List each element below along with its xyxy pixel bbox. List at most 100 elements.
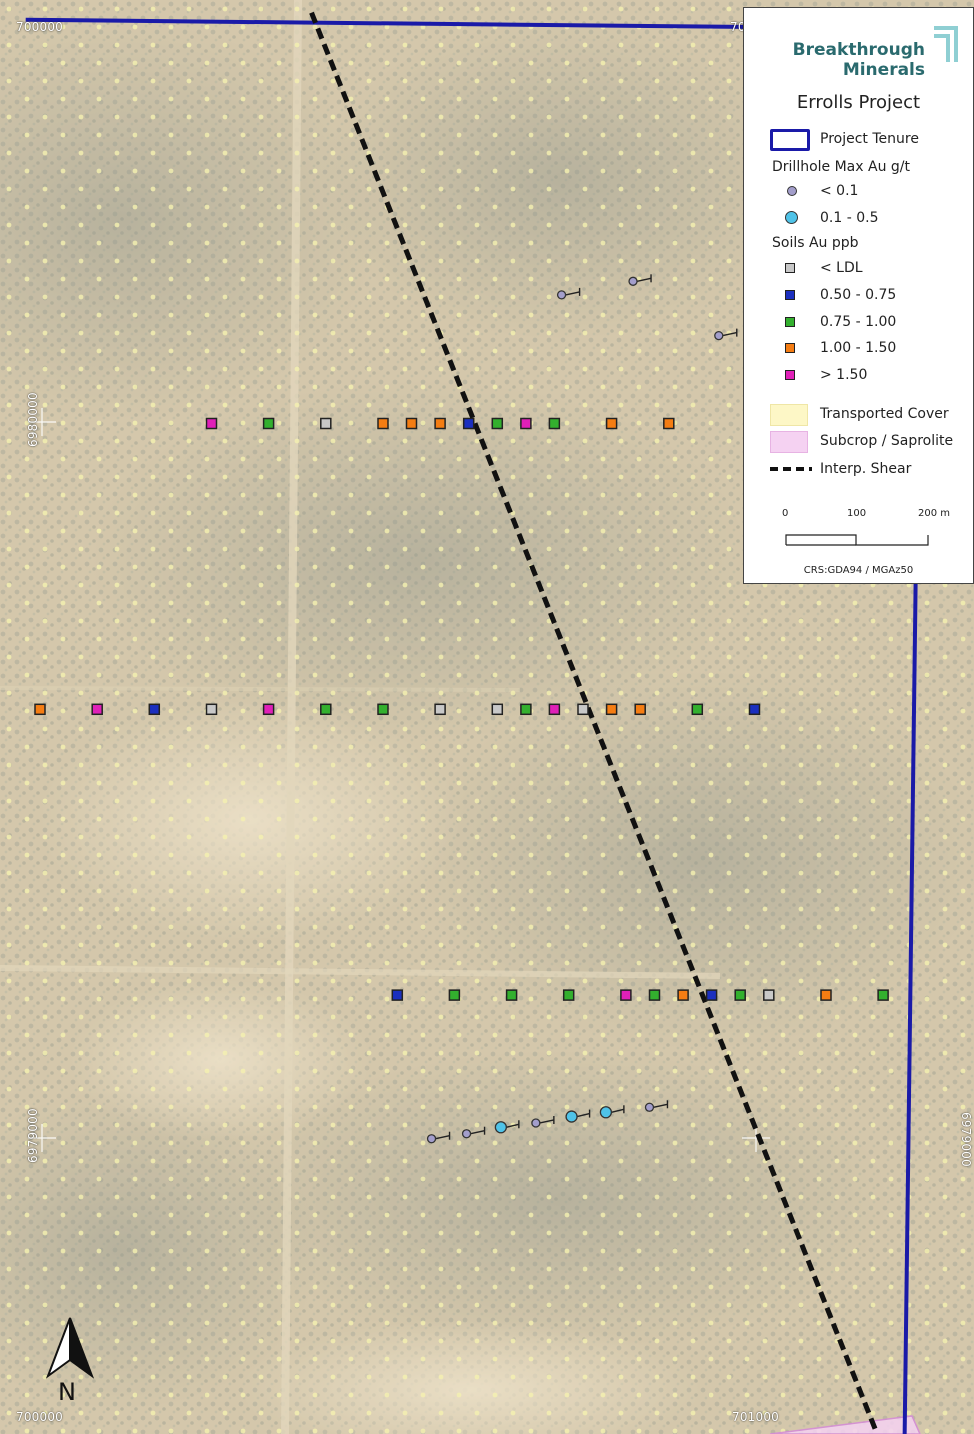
drillhole-0-1-0-5 xyxy=(494,1120,520,1134)
drillhole-0-1 xyxy=(628,274,652,286)
drillhole-0-1 xyxy=(714,328,738,341)
legend-item-soil-gt150: > 1.50 xyxy=(768,365,968,387)
soil-square-icon xyxy=(785,290,795,300)
legend-item-project-tenure: Project Tenure xyxy=(768,129,968,151)
legend-label-drill-01-05: 0.1 - 0.5 xyxy=(820,210,879,226)
drillhole-0-1 xyxy=(461,1126,486,1139)
soil-sample-0-75-1-00 xyxy=(548,417,561,430)
soil-sample-1-50 xyxy=(520,417,532,430)
northing-label-lower-right: 6979000 xyxy=(959,1112,973,1167)
legend-label-soil-075-100: 0.75 - 1.00 xyxy=(820,314,897,330)
legend-item-drill-01-05: 0.1 - 0.5 xyxy=(768,208,968,230)
soil-sample-1-00-1-50 xyxy=(634,703,646,716)
drillhole-collar xyxy=(426,1134,437,1144)
soil-sample-1-50 xyxy=(262,703,275,716)
soil-sample-0-50-0-75 xyxy=(748,703,761,716)
soil-sample-ldl xyxy=(434,703,446,716)
legend-item-soil-ldl: < LDL xyxy=(768,258,968,280)
easting-label-top-left: 700000 xyxy=(16,20,64,34)
drillhole-trace xyxy=(576,1112,590,1118)
soil-sample-0-75-1-00 xyxy=(505,989,518,1001)
brand-logo-mark xyxy=(934,26,958,62)
legend-label-shear: Interp. Shear xyxy=(820,461,912,477)
soil-samples-layer xyxy=(34,417,889,1001)
drillhole-0-1 xyxy=(426,1131,451,1144)
legend-title: Errolls Project xyxy=(796,92,921,113)
map-legend: Breakthrough Minerals Errolls Project Pr… xyxy=(743,7,974,584)
soil-sample-0-75-1-00 xyxy=(377,703,389,716)
northing-label-lower-left: 6979000 xyxy=(26,1108,40,1163)
soil-sample-0-75-1-00 xyxy=(648,989,661,1001)
soil-sample-0-75-1-00 xyxy=(262,417,275,430)
legend-label-soil-gt150: > 1.50 xyxy=(820,367,868,383)
soil-sample-1-00-1-50 xyxy=(677,989,689,1001)
drillhole-circle-icon xyxy=(785,211,798,224)
drillhole-trace xyxy=(565,291,580,296)
soil-sample-0-50-0-75 xyxy=(462,417,475,430)
soil-sample-0-75-1-00 xyxy=(877,989,889,1001)
soil-sample-0-75-1-00 xyxy=(520,703,532,716)
soil-sample-1-00-1-50 xyxy=(34,703,46,716)
legend-label-project-tenure: Project Tenure xyxy=(820,131,919,147)
brand-name-line2: Minerals xyxy=(842,60,925,80)
legend-label-soil-050-075: 0.50 - 0.75 xyxy=(820,287,897,303)
soil-sample-1-00-1-50 xyxy=(434,417,446,430)
legend-label-subcrop: Subcrop / Saprolite xyxy=(820,433,954,449)
dashed-line-icon xyxy=(770,467,812,471)
drillhole-collar xyxy=(494,1121,508,1134)
transported-cover-swatch xyxy=(770,404,808,426)
soil-sample-1-00-1-50 xyxy=(405,417,418,430)
drillhole-collar xyxy=(599,1106,613,1119)
soil-sample-1-50 xyxy=(620,989,632,1001)
drillhole-0-1-0-5 xyxy=(565,1109,591,1123)
drillhole-circle-icon xyxy=(787,186,797,196)
soil-sample-ldl xyxy=(320,417,332,430)
drillhole-0-1-0-5 xyxy=(599,1105,625,1119)
soil-sample-1-50 xyxy=(91,703,103,716)
drillhole-collar xyxy=(461,1129,472,1139)
soil-sample-0-75-1-00 xyxy=(320,703,332,716)
drillhole-0-1 xyxy=(644,1100,669,1112)
easting-label-bottom-right: 701000 xyxy=(732,1410,780,1424)
legend-item-subcrop: Subcrop / Saprolite xyxy=(768,431,968,453)
soil-sample-1-00-1-50 xyxy=(377,417,389,430)
drillholes-layer xyxy=(426,274,738,1144)
legend-heading-soils: Soils Au ppb xyxy=(772,235,859,251)
drillhole-collar xyxy=(556,290,567,300)
legend-label-drill-lt01: < 0.1 xyxy=(820,183,859,199)
drillhole-trace xyxy=(653,1103,668,1108)
drillhole-trace xyxy=(636,277,652,282)
drillhole-collar xyxy=(531,1118,541,1128)
legend-heading-drillhole: Drillhole Max Au g/t xyxy=(772,159,910,175)
legend-item-transported-cover: Transported Cover xyxy=(768,404,968,426)
soil-sample-0-50-0-75 xyxy=(148,703,161,716)
northing-label-upper: 6980000 xyxy=(26,392,40,447)
soil-sample-0-75-1-00 xyxy=(448,989,461,1001)
soil-sample-0-75-1-00 xyxy=(491,417,504,430)
north-arrow-label: N xyxy=(58,1378,76,1406)
drillhole-0-1 xyxy=(556,287,581,300)
drillhole-trace xyxy=(611,1108,625,1113)
legend-item-soil-075-100: 0.75 - 1.00 xyxy=(768,312,968,334)
soil-sample-1-00-1-50 xyxy=(605,703,618,716)
scale-bar xyxy=(785,534,929,546)
soil-sample-0-75-1-00 xyxy=(562,989,575,1001)
legend-item-soil-100-150: 1.00 - 1.50 xyxy=(768,338,968,360)
drillhole-collar xyxy=(714,330,724,341)
soil-sample-ldl xyxy=(205,703,218,716)
subcrop-saprolite-area xyxy=(769,1415,921,1434)
soil-sample-1-50 xyxy=(205,417,218,430)
scale-label-0: 0 xyxy=(782,508,789,519)
drillhole-collar xyxy=(628,276,638,286)
legend-label-soil-ldl: < LDL xyxy=(820,260,863,276)
scale-label-100: 100 xyxy=(847,508,867,519)
soil-sample-1-00-1-50 xyxy=(663,417,675,430)
drillhole-trace xyxy=(435,1135,450,1140)
subcrop-swatch xyxy=(770,431,808,453)
soil-sample-1-00-1-50 xyxy=(820,989,832,1001)
soil-sample-ldl xyxy=(763,989,775,1001)
easting-label-bottom-left: 700000 xyxy=(16,1410,64,1424)
drillhole-0-1 xyxy=(531,1115,555,1128)
scale-label-200: 200 m xyxy=(918,508,951,519)
drillhole-trace xyxy=(470,1130,485,1135)
